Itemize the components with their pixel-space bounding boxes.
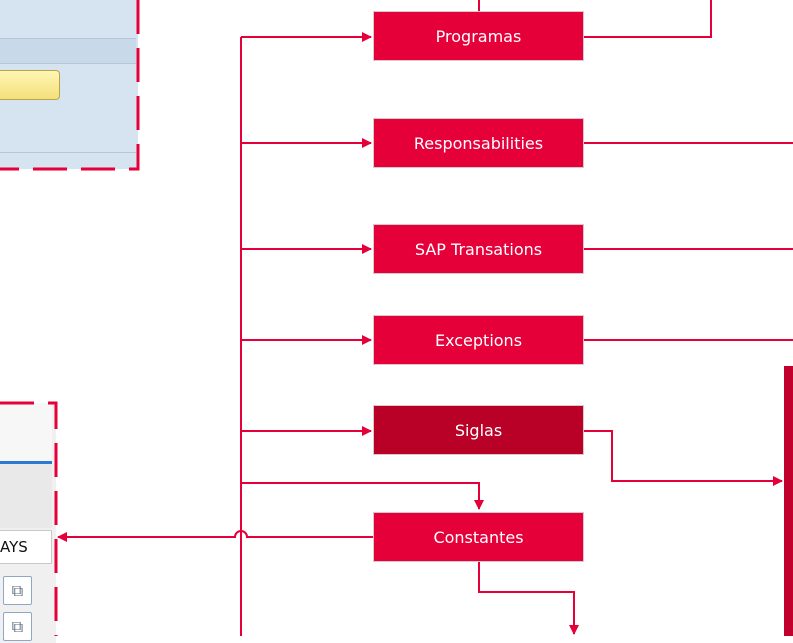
arrow-to-constantes bbox=[241, 482, 484, 510]
right-sidebar-bar bbox=[784, 366, 793, 636]
node-programas[interactable]: Programas bbox=[373, 11, 584, 61]
panel-divider bbox=[0, 152, 136, 153]
node-constantes[interactable]: Constantes bbox=[373, 512, 584, 562]
node-label: Programas bbox=[435, 26, 522, 46]
screenshot-panel-bottom: AYS ⧉ ⧉ bbox=[0, 403, 56, 643]
screenshot-panel-top bbox=[0, 0, 138, 169]
highlighted-input-field[interactable] bbox=[0, 70, 60, 100]
panel-tab-strip bbox=[0, 403, 52, 464]
panel-header-area bbox=[0, 464, 52, 528]
panel-top-dashed-border bbox=[0, 0, 140, 171]
programas-right-connector bbox=[584, 0, 712, 38]
constantes-down-arrow bbox=[478, 562, 579, 635]
panel-field-text: AYS bbox=[0, 538, 28, 556]
node-exceptions[interactable]: Exceptions bbox=[373, 315, 584, 365]
node-siglas[interactable]: Siglas bbox=[373, 405, 584, 455]
siglas-right-arrow bbox=[584, 430, 783, 486]
node-label: Exceptions bbox=[434, 330, 523, 350]
node-label: Responsabilities bbox=[413, 133, 544, 153]
panel-bottom-dashed-border bbox=[0, 401, 58, 636]
node-label: Siglas bbox=[454, 420, 503, 440]
node-responsabilities[interactable]: Responsabilities bbox=[373, 118, 584, 168]
panel-toolbar bbox=[0, 38, 136, 64]
constantes-left-arrow bbox=[57, 530, 373, 542]
node-sap-transations[interactable]: SAP Transations bbox=[373, 224, 584, 274]
node-label: Constantes bbox=[433, 527, 524, 547]
node-label: SAP Transations bbox=[414, 239, 543, 259]
panel-field[interactable]: AYS bbox=[0, 530, 52, 564]
copy-icon[interactable]: ⧉ bbox=[3, 576, 32, 605]
